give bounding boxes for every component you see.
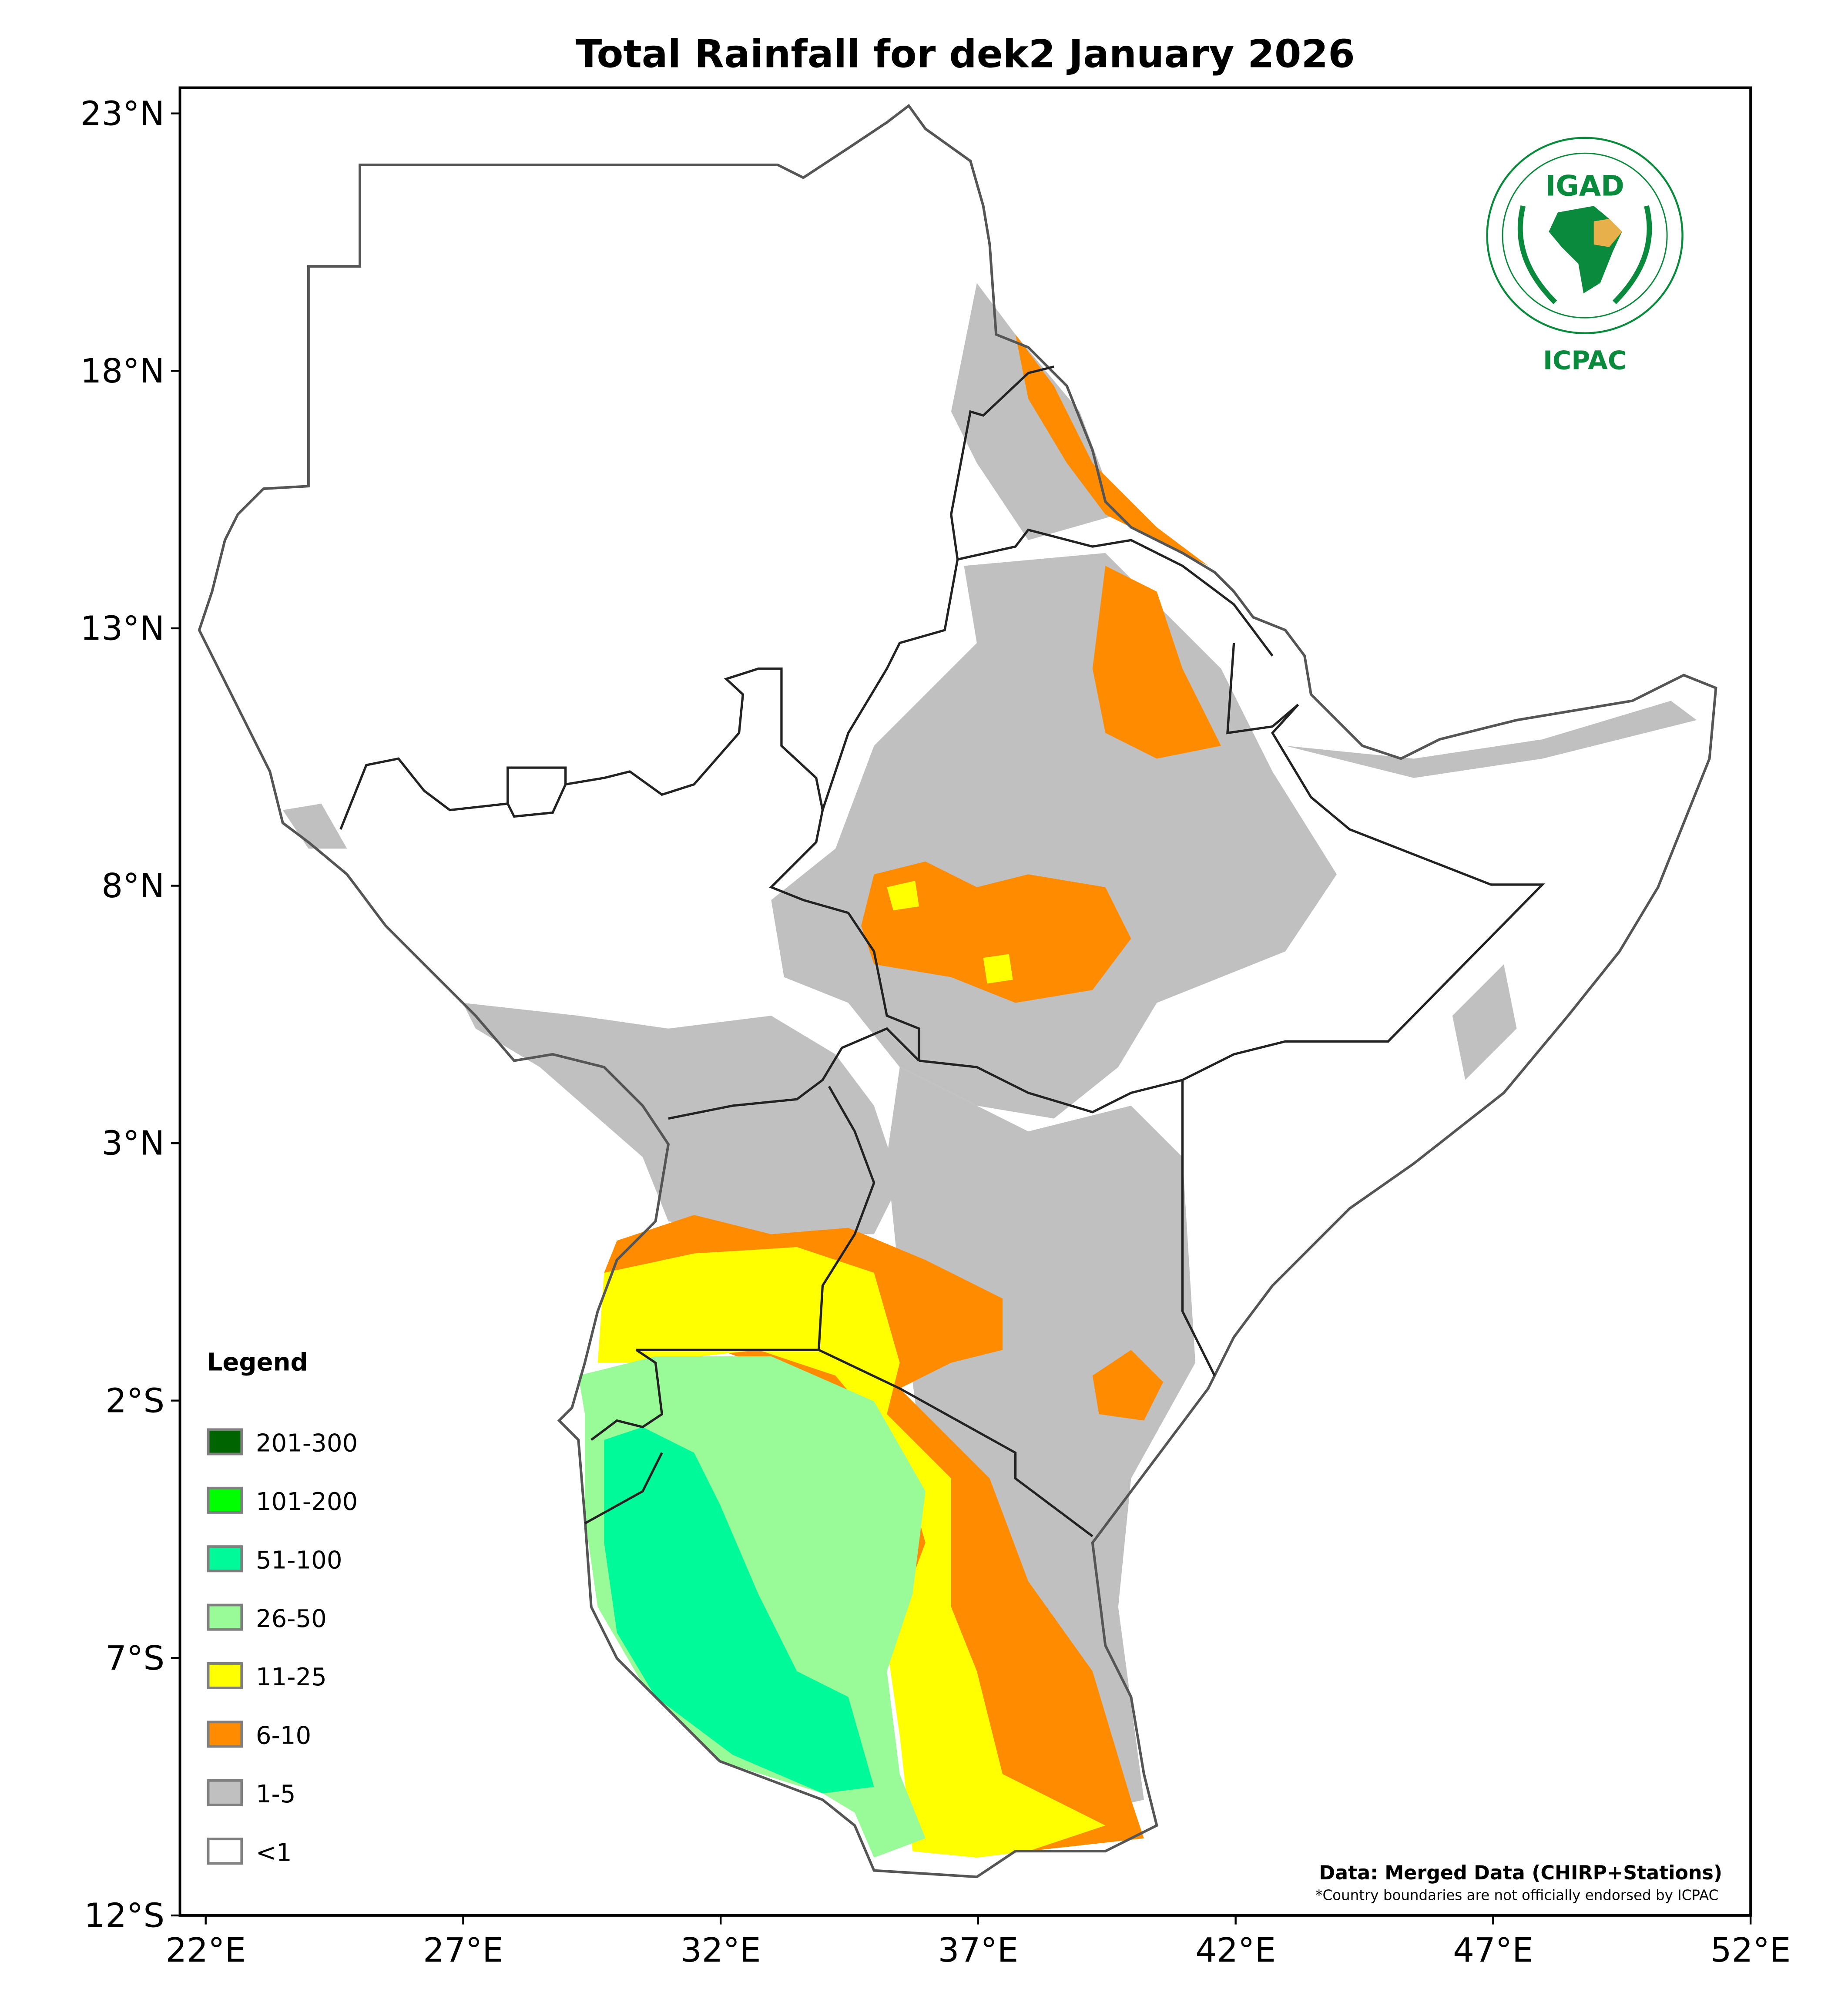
legend-swatch xyxy=(207,1662,243,1690)
laurel-right-icon xyxy=(1612,205,1652,305)
lat-tick-label: 18°N xyxy=(80,352,165,391)
legend-label: 201-300 xyxy=(256,1429,358,1458)
legend-label: 6-10 xyxy=(256,1722,311,1750)
legend-swatch xyxy=(207,1428,243,1456)
lat-tick-label: 13°N xyxy=(80,609,165,648)
data-source-note: Data: Merged Data (CHIRP+Stations) xyxy=(1319,1862,1722,1884)
legend-title: Legend xyxy=(207,1348,308,1376)
lon-tick-label: 52°E xyxy=(1711,1931,1791,1970)
legend-swatch xyxy=(207,1721,243,1748)
lon-tick-label: 37°E xyxy=(938,1931,1019,1970)
legend-label: 11-25 xyxy=(256,1663,327,1691)
lat-tick-label: 23°N xyxy=(80,94,165,133)
lat-tick-label: 12°S xyxy=(84,1897,164,1935)
lon-tick-label: 27°E xyxy=(423,1931,503,1970)
boundary-disclaimer: *Country boundaries are not officially e… xyxy=(1315,1887,1718,1903)
logo-icpac-text: ICPAC xyxy=(1543,345,1627,375)
lon-tick-label: 32°E xyxy=(681,1931,761,1970)
legend-label: 101-200 xyxy=(256,1488,358,1516)
legend-label: 1-5 xyxy=(256,1780,296,1808)
lon-tick-label: 22°E xyxy=(165,1931,246,1970)
map-frame xyxy=(178,86,1752,1917)
rainfall-51-100 xyxy=(604,1427,874,1794)
legend-swatch xyxy=(207,1838,243,1865)
legend-swatch xyxy=(207,1779,243,1806)
laurel-left-icon xyxy=(1517,205,1557,305)
legend-swatch xyxy=(207,1486,243,1514)
lon-tick-label: 47°E xyxy=(1453,1931,1533,1970)
igad-icpac-logo: IGAD ICPAC xyxy=(1486,137,1684,375)
legend-label: 51-100 xyxy=(256,1546,342,1574)
region-outline xyxy=(198,104,1717,1878)
legend: Legend 201-300 101-200 51-100 26-50 11-25 6-1… xyxy=(207,1348,358,1867)
lat-tick-label: 2°S xyxy=(105,1382,164,1420)
lat-tick-label: 7°S xyxy=(105,1639,164,1678)
legend-label: <1 xyxy=(256,1838,292,1867)
axis-ticks: 22°E 27°E 32°E 37°E 42°E 47°E 52°E 23°N 18°N 13°N… xyxy=(80,94,1791,1970)
rainfall-6-10 xyxy=(604,334,1221,1852)
legend-swatch xyxy=(207,1545,243,1573)
lat-tick-label: 3°N xyxy=(101,1124,164,1163)
country-borders xyxy=(339,365,1545,1537)
legend-label: 26-50 xyxy=(256,1605,327,1633)
logo-igad-text: IGAD xyxy=(1545,170,1624,203)
map-title: Total Rainfall for dek2 January 2026 xyxy=(576,31,1355,76)
legend-swatch xyxy=(207,1603,243,1631)
map-area xyxy=(198,104,1717,1878)
rainfall-11-25 xyxy=(597,881,1106,1858)
lat-tick-label: 8°N xyxy=(101,867,164,906)
lon-tick-label: 42°E xyxy=(1195,1931,1276,1970)
